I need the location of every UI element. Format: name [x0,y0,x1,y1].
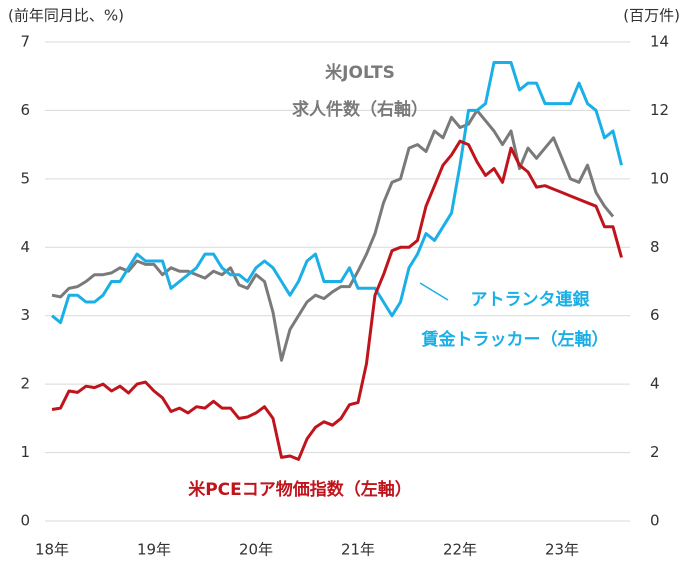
y2-axis-title: (百万件) [623,7,680,25]
y2-tick-label: 10 [650,169,669,187]
y2-tick-label: 12 [650,101,669,119]
leader-line [419,282,449,301]
series-line [51,108,615,362]
y-tick-label: 3 [20,306,30,324]
series-label: アトランタ連銀 [471,289,590,310]
x-tick-label: 18年 [35,541,69,559]
y-tick-label: 7 [20,33,30,51]
x-tick-label: 22年 [443,541,477,559]
y2-tick-label: 4 [650,375,660,393]
x-tick-label: 20年 [239,541,273,559]
series-label: 米PCEコア物価指数（左軸） [188,479,412,500]
x-tick-label: 19年 [137,541,171,559]
series-label: 求人件数（右軸） [292,99,428,120]
y2-tick-label: 14 [650,33,669,51]
y-axis-title: (前年同月比、%) [8,7,124,25]
y-tick-label: 5 [20,169,30,187]
x-tick-label: 23年 [545,541,579,559]
series-line [51,61,623,325]
y-tick-label: 2 [20,375,30,393]
y2-tick-label: 2 [650,443,660,461]
y-tick-label: 0 [20,512,30,530]
y-tick-label: 1 [20,443,30,461]
y2-tick-label: 8 [650,238,660,256]
y2-tick-label: 0 [650,512,660,530]
series-label: 賃金トラッカー（左軸） [421,329,609,350]
series-line [51,139,623,461]
x-tick-label: 21年 [341,541,375,559]
y-tick-label: 4 [20,238,30,256]
y2-tick-label: 6 [650,306,660,324]
series-label: 米JOLTS [325,62,395,83]
y-tick-label: 6 [20,101,30,119]
